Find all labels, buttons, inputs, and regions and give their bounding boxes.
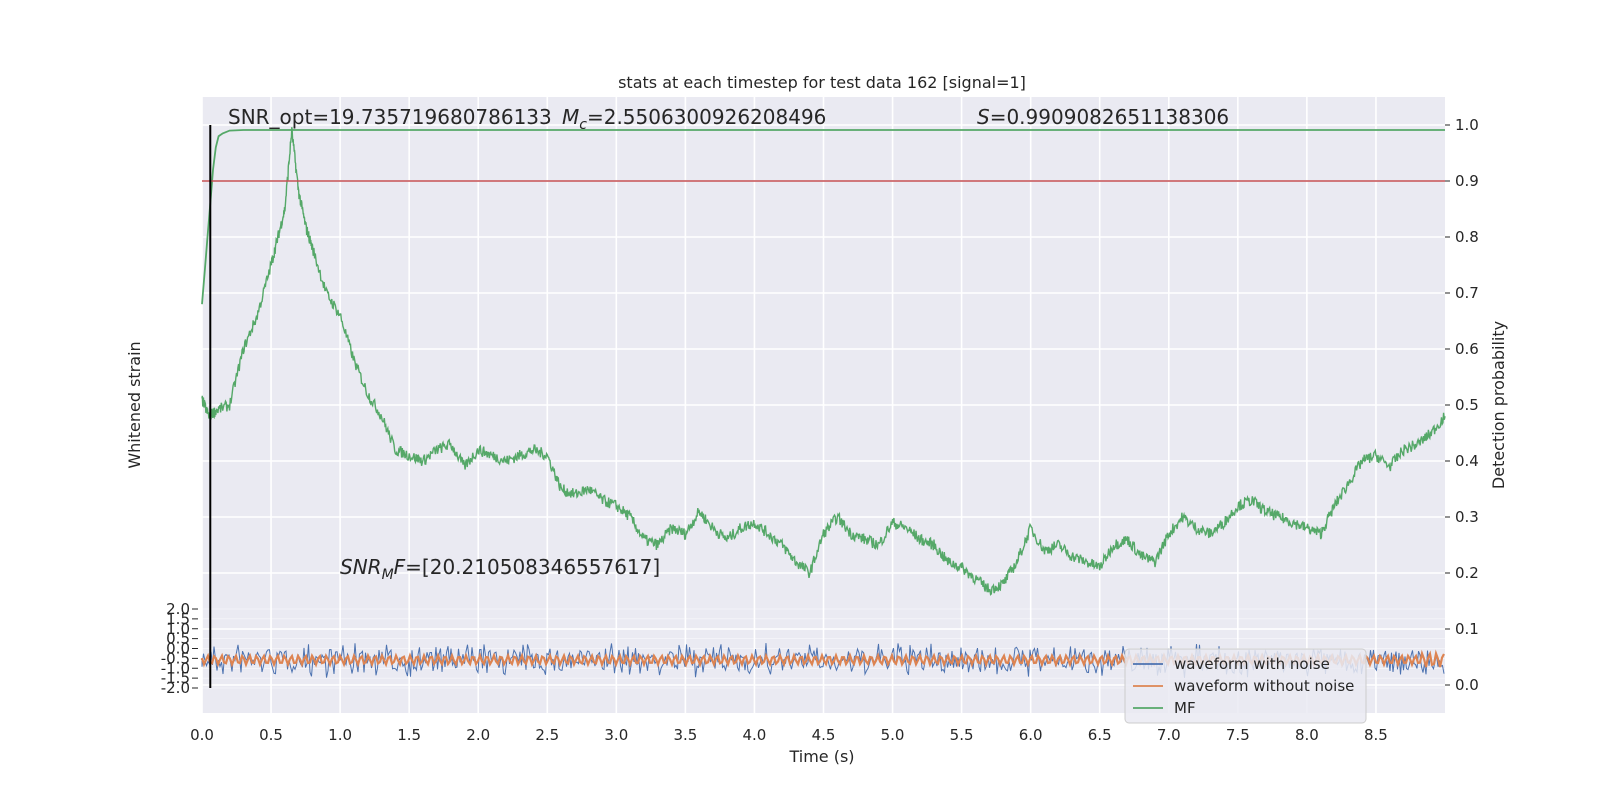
legend-box bbox=[1124, 648, 1367, 724]
y-tick-label: 0.9 bbox=[1455, 172, 1479, 190]
legend: waveform with noise waveform without noi… bbox=[1124, 648, 1367, 724]
snr-opt-annotation: SNR_opt=19.735719680786133 bbox=[228, 105, 552, 129]
y-tick-label: 0.0 bbox=[1455, 676, 1479, 694]
y-tick-label: 0.1 bbox=[1455, 620, 1479, 638]
s-annotation: S=0.9909082651138306 bbox=[977, 105, 1229, 129]
mf-trace bbox=[201, 127, 1446, 596]
strain-y-tick-labels: 2.01.51.00.50.0-0.5-1.0-1.5-2.0 bbox=[161, 600, 198, 697]
chirp-mass-value: =2.5506300926208496 bbox=[587, 105, 826, 129]
x-tick-label: 7.5 bbox=[1226, 726, 1250, 744]
y-tick-label: 0.6 bbox=[1455, 340, 1479, 358]
x-tick-label: 4.0 bbox=[743, 726, 767, 744]
chart-title: stats at each timestep for test data 162… bbox=[618, 73, 1026, 92]
detection-probability-trace bbox=[201, 129, 1445, 305]
s-value: =0.9909082651138306 bbox=[990, 105, 1229, 129]
chirp-mass-symbol: M bbox=[562, 105, 579, 129]
x-tick-label: 0.0 bbox=[190, 726, 214, 744]
legend-label-mf: MF bbox=[1174, 699, 1196, 717]
snr-mf-suffix: F bbox=[394, 555, 406, 579]
left-y-axis-label: Whitened strain bbox=[125, 341, 144, 468]
x-tick-label: 2.5 bbox=[535, 726, 559, 744]
x-tick-label: 5.5 bbox=[950, 726, 974, 744]
strain-tick-label: -1.5 bbox=[161, 669, 190, 687]
x-tick-label: 0.5 bbox=[259, 726, 283, 744]
y-tick-label: 0.8 bbox=[1455, 228, 1479, 246]
strain-tick-label: -1.0 bbox=[161, 659, 190, 677]
x-tick-labels: 0.0 0.5 1.0 1.5 2.0 2.5 3.0 3.5 4.0 4.5 5.0 5.5 6.0 6… bbox=[190, 726, 1388, 744]
s-symbol: S bbox=[977, 105, 990, 129]
x-tick-label: 3.5 bbox=[673, 726, 697, 744]
x-tick-label: 5.0 bbox=[881, 726, 905, 744]
y-tick-label: 1.0 bbox=[1455, 116, 1479, 134]
x-tick-label: 1.0 bbox=[328, 726, 352, 744]
snr-mf-value: =[20.210508346557617] bbox=[405, 555, 660, 579]
chirp-mass-annotation: Mc=2.5506300926208496 bbox=[562, 105, 826, 133]
right-y-tick-labels: 0.0 0.1 0.2 0.3 0.4 0.5 0.6 0.7 0.8 0.9 1.0 bbox=[1445, 116, 1479, 694]
chirp-mass-subscript: c bbox=[579, 117, 587, 133]
x-tick-label: 8.5 bbox=[1364, 726, 1388, 744]
snr-mf-subscript: M bbox=[382, 567, 394, 583]
x-tick-label: 7.0 bbox=[1157, 726, 1181, 744]
x-tick-label: 4.5 bbox=[812, 726, 836, 744]
y-tick-label: 0.7 bbox=[1455, 284, 1479, 302]
x-tick-label: 3.0 bbox=[604, 726, 628, 744]
strain-tick-label: -2.0 bbox=[161, 679, 190, 697]
mf-line bbox=[201, 127, 1446, 596]
strain-tick-label: 1.5 bbox=[166, 610, 190, 628]
snr-mf-symbol: SNR bbox=[340, 555, 382, 579]
strain-tick-label: -0.5 bbox=[161, 649, 190, 667]
legend-label-noise: waveform with noise bbox=[1174, 655, 1330, 673]
x-tick-label: 6.5 bbox=[1088, 726, 1112, 744]
right-y-axis-label: Detection probability bbox=[1489, 321, 1508, 489]
snr-mf-annotation: SNRMF=[20.210508346557617] bbox=[340, 555, 660, 583]
x-tick-label: 8.0 bbox=[1295, 726, 1319, 744]
y-tick-label: 0.4 bbox=[1455, 452, 1479, 470]
y-tick-label: 0.2 bbox=[1455, 564, 1479, 582]
x-tick-label: 6.0 bbox=[1019, 726, 1043, 744]
strain-tick-label: 1.0 bbox=[166, 620, 190, 638]
strain-tick-label: 2.0 bbox=[166, 600, 190, 618]
legend-label-clean: waveform without noise bbox=[1174, 677, 1354, 695]
x-tick-label: 2.0 bbox=[466, 726, 490, 744]
strain-tick-label: 0.0 bbox=[166, 640, 190, 658]
x-tick-label: 1.5 bbox=[397, 726, 421, 744]
detection-probability-line bbox=[201, 129, 1445, 305]
strain-tick-label: 0.5 bbox=[166, 630, 190, 648]
x-axis-label: Time (s) bbox=[788, 747, 854, 766]
y-tick-label: 0.3 bbox=[1455, 508, 1479, 526]
y-tick-label: 0.5 bbox=[1455, 396, 1479, 414]
